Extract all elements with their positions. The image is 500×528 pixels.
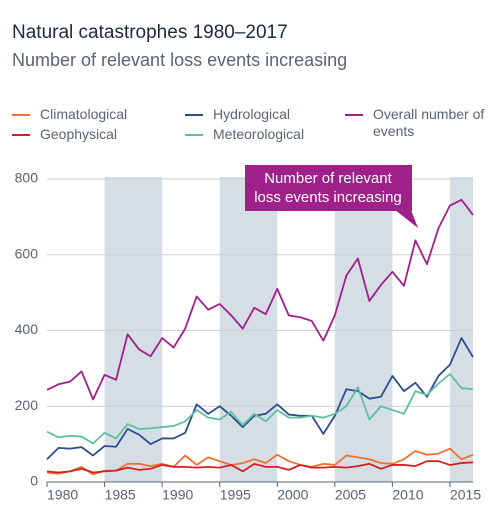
x-tick-label: 2005 xyxy=(335,487,366,503)
y-tick-label: 200 xyxy=(15,397,39,413)
x-tick-label: 2000 xyxy=(277,487,308,503)
x-tick-label: 1980 xyxy=(47,487,78,503)
annotation-box xyxy=(245,165,412,211)
legend-label: Hydrological xyxy=(213,106,291,122)
annotation-pointer xyxy=(395,210,418,228)
y-tick-label: 800 xyxy=(15,170,39,186)
x-tick-label: 1990 xyxy=(162,487,193,503)
series-line xyxy=(46,373,474,445)
x-tick-label: 2010 xyxy=(392,487,423,503)
chart-title: Natural catastrophes 1980–2017 xyxy=(12,22,288,43)
legend-swatch xyxy=(345,114,363,116)
shaded-band xyxy=(334,177,393,482)
chart-subtitle: Number of relevant loss events increasin… xyxy=(12,50,348,70)
x-tick-label: 1995 xyxy=(220,487,251,503)
x-tick-label: 1985 xyxy=(105,487,136,503)
legend-label: Geophysical xyxy=(40,126,118,142)
series-line xyxy=(46,198,474,401)
annotation-text: loss events increasing xyxy=(254,189,402,206)
shaded-band xyxy=(449,177,473,482)
y-tick-label: 600 xyxy=(15,245,39,261)
legend-label: Meteorological xyxy=(213,126,305,142)
legend-label: Climatological xyxy=(40,106,128,122)
y-tick-label: 0 xyxy=(30,473,38,489)
legend-label: Overall number of events xyxy=(373,106,485,139)
legend-swatch xyxy=(185,134,203,136)
legend-swatch xyxy=(12,114,30,116)
shaded-band xyxy=(219,177,278,482)
legend-swatch xyxy=(12,134,30,136)
series-line xyxy=(46,337,474,460)
annotation-text: Number of relevant xyxy=(264,170,392,187)
x-tick-label: 2015 xyxy=(450,487,481,503)
legend-swatch xyxy=(185,114,203,116)
y-tick-label: 400 xyxy=(15,321,39,337)
series-line xyxy=(46,460,474,474)
